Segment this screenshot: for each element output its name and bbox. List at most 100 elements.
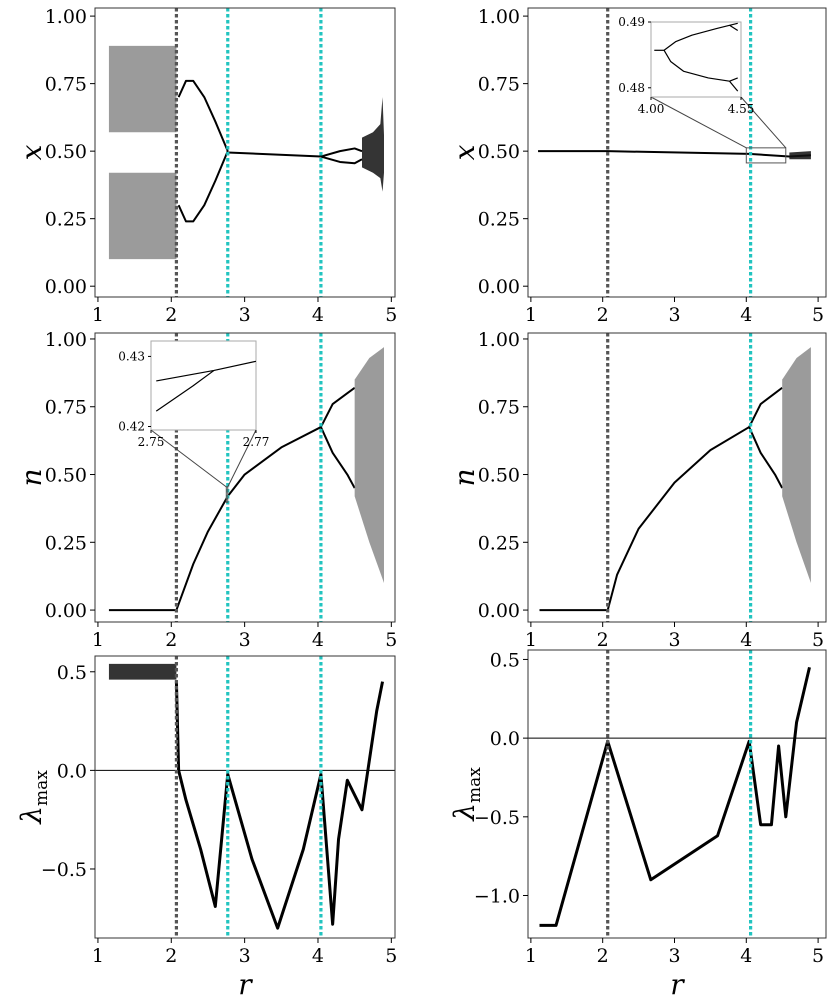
x-tick-label: 2 (165, 304, 177, 326)
y-tick-label: 0.00 (45, 276, 87, 298)
y-tick-label: 0.5 (490, 649, 520, 671)
y-tick-label: 0.0 (490, 728, 520, 750)
branch (177, 79, 229, 152)
x-tick-label: 4 (312, 629, 324, 651)
x-tick-label: 4 (740, 945, 752, 967)
y-tick-label: 0.50 (45, 465, 87, 487)
branch (539, 666, 811, 927)
x-tick-label: 5 (385, 304, 397, 326)
inset: 2.75 2.77 0.43 0.42 (118, 340, 270, 449)
inset-x-tick-label: 4.00 (638, 102, 665, 116)
x-tick-label: 5 (812, 304, 824, 326)
y-axis-label: x (448, 144, 481, 160)
x-tick-label: 1 (92, 304, 104, 326)
x-tick-label: 1 (525, 304, 537, 326)
branch (156, 360, 256, 382)
inset-x-tick-label: 2.77 (243, 435, 270, 449)
x-tick-label: 3 (668, 304, 680, 326)
band (361, 97, 384, 192)
x-tick-label: 1 (525, 945, 537, 967)
branch (729, 80, 739, 92)
band (108, 663, 177, 680)
x-tick-label: 1 (525, 629, 537, 651)
panel: 1 2 3 4 5 −0.5 0.0 0.5 λmax r (15, 655, 397, 1001)
y-tick-label: 1.00 (45, 329, 87, 351)
x-tick-label: 4 (740, 629, 752, 651)
branch (227, 151, 321, 158)
branch (663, 24, 730, 51)
x-tick-label: 2 (597, 629, 609, 651)
band (108, 45, 177, 133)
branch (320, 155, 363, 165)
y-tick-label: 0.00 (45, 600, 87, 622)
y-tick-label: 1.00 (45, 6, 87, 28)
y-axis-label-subscript: max (32, 770, 52, 806)
y-tick-label: 0.25 (45, 532, 87, 554)
y-tick-label: 0.50 (478, 141, 520, 163)
connector (150, 429, 227, 488)
x-axis-label: r (238, 968, 253, 1001)
inset-x-tick-label: 4.55 (728, 102, 755, 116)
zoom-region (745, 147, 787, 164)
x-tick-label: 4 (740, 304, 752, 326)
branch (538, 150, 811, 158)
y-tick-label: −1.0 (474, 886, 520, 908)
x-tick-label: 3 (668, 629, 680, 651)
branch (155, 369, 215, 412)
y-tick-label: 1.00 (478, 6, 520, 28)
x-tick-label: 3 (239, 629, 251, 651)
branch (320, 426, 356, 489)
inset-y-tick-label: 0.49 (618, 15, 645, 29)
branch (663, 49, 730, 82)
y-tick-label: 1.00 (478, 329, 520, 351)
x-tick-label: 1 (92, 945, 104, 967)
axes-frame (527, 7, 827, 298)
y-axis-label: n (448, 468, 481, 486)
y-tick-label: 0.5 (57, 662, 87, 684)
y-axis-label-symbol: λ (448, 803, 481, 822)
plot-area (538, 8, 811, 297)
x-tick-label: 2 (165, 945, 177, 967)
zoom-region (225, 486, 229, 503)
y-axis-label: λmax (448, 767, 485, 822)
inset-x-tick-label: 2.75 (138, 435, 165, 449)
inset-y-tick-label: 0.43 (118, 349, 145, 363)
plot-area (108, 8, 384, 297)
y-tick-label: 0.25 (478, 209, 520, 231)
axes-frame (527, 332, 827, 623)
y-tick-label: 0.00 (478, 276, 520, 298)
panel: 1 2 3 4 5 −1.0 −0.5 0.0 0.5 λmax r (448, 649, 827, 1001)
x-tick-label: 3 (239, 945, 251, 967)
x-tick-label: 3 (239, 304, 251, 326)
inset-plot (654, 22, 739, 92)
y-tick-label: 0.0 (57, 760, 87, 782)
x-tick-label: 5 (812, 629, 824, 651)
y-tick-label: 0.25 (478, 532, 520, 554)
inset-plot (155, 360, 256, 412)
y-tick-label: 0.75 (478, 74, 520, 96)
x-tick-label: 5 (385, 629, 397, 651)
band (108, 172, 177, 260)
y-tick-label: 0.25 (45, 209, 87, 231)
axes-frame (527, 649, 827, 939)
plot-area (95, 656, 395, 938)
y-axis-label: n (15, 468, 48, 486)
branch (729, 22, 738, 26)
x-tick-label: 2 (165, 629, 177, 651)
x-tick-label: 2 (597, 945, 609, 967)
x-tick-label: 2 (597, 304, 609, 326)
panel: 1 2 3 4 5 0.00 0.25 0.50 0.75 1.00 x 4.00 4.55 0.49 0.… (448, 6, 827, 326)
y-tick-label: 0.75 (45, 397, 87, 419)
branch (748, 426, 784, 489)
axes-frame (94, 655, 396, 939)
branch (177, 150, 229, 223)
y-tick-label: 0.75 (45, 74, 87, 96)
band (789, 151, 811, 160)
y-axis-label-symbol: λ (15, 806, 48, 825)
branch (729, 77, 738, 82)
panel: 1 2 3 4 5 0.00 0.25 0.50 0.75 1.00 n 2.75 2.77 0.43 0.… (15, 329, 397, 651)
band (782, 347, 811, 583)
plot-area (528, 650, 826, 938)
y-axis-label-subscript: max (465, 767, 485, 803)
panel: 1 2 3 4 5 0.00 0.25 0.50 0.75 1.00 n (448, 329, 827, 651)
